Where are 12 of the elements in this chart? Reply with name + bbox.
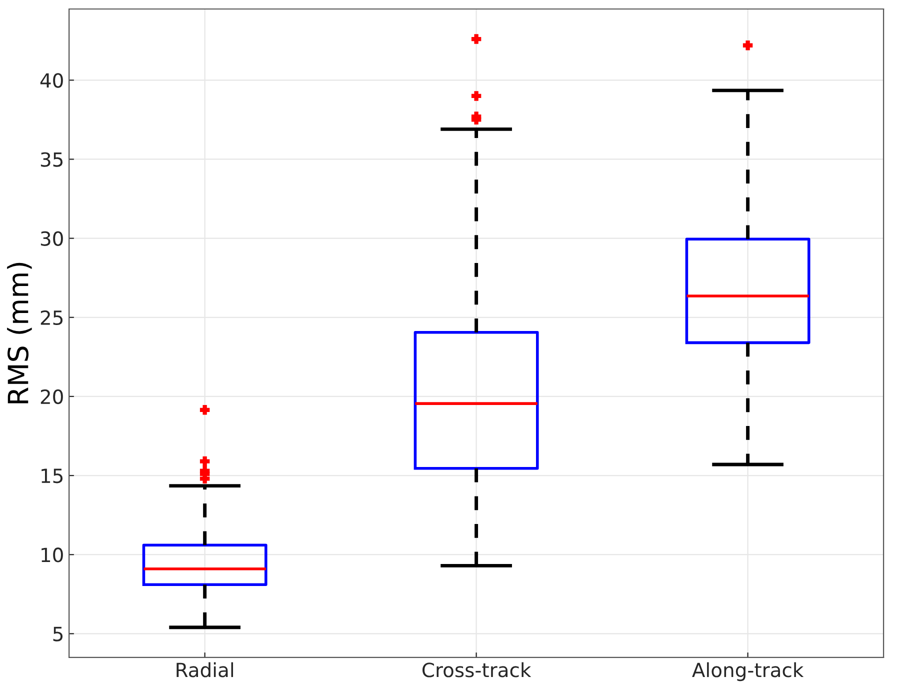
y-tick-label: 25 xyxy=(40,310,63,326)
x-tick-label: Along-track xyxy=(692,662,804,682)
y-tick-label: 10 xyxy=(42,548,63,562)
y-tick-label: 40 xyxy=(40,73,63,88)
x-tick-label: Radial xyxy=(176,662,234,678)
y-tick-label: 15 xyxy=(42,468,63,484)
y-tick-label: 30 xyxy=(40,231,63,246)
y-tick-label: 20 xyxy=(40,389,63,404)
y-axis-title: RMS (mm) xyxy=(7,262,32,404)
x-tick-label: Cross-track xyxy=(422,662,532,678)
y-tick-label: 35 xyxy=(40,152,63,167)
y-tick-label: 5 xyxy=(53,626,63,642)
